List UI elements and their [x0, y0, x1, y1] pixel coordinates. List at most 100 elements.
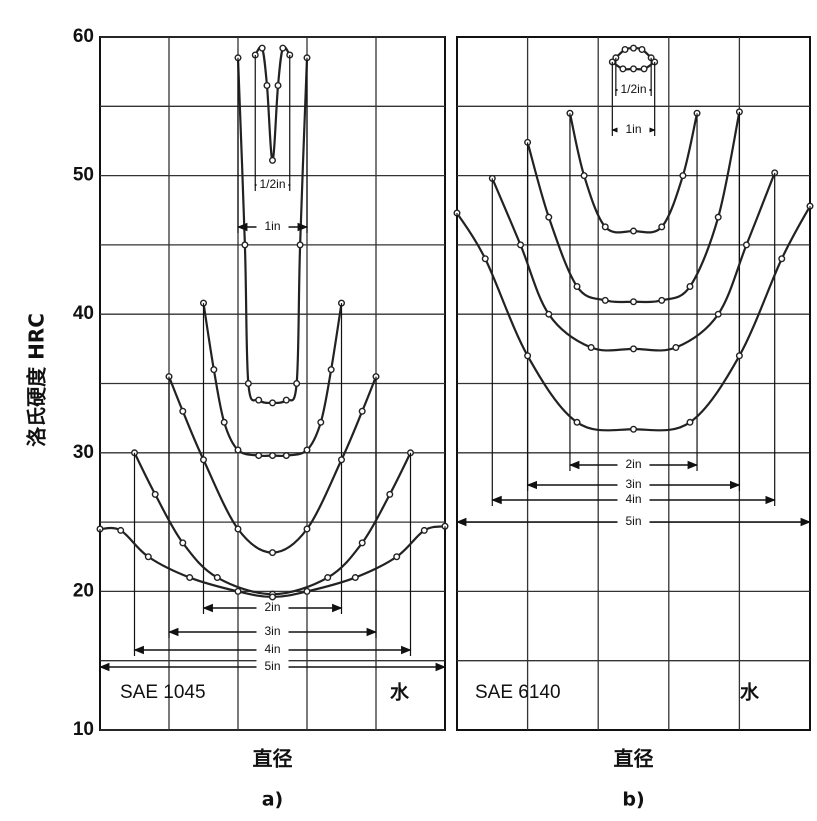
data-point: [601, 296, 609, 304]
data-point: [269, 156, 277, 164]
data-point: [296, 241, 304, 249]
data-point: [279, 44, 287, 52]
data-point: [258, 44, 266, 52]
data-point: [545, 213, 553, 221]
data-point: [244, 380, 252, 388]
data-point: [351, 574, 359, 582]
data-point: [545, 310, 553, 318]
data-point: [630, 227, 638, 235]
data-point: [742, 241, 750, 249]
curve: [491, 172, 776, 352]
data-point: [293, 380, 301, 388]
data-point: [621, 45, 629, 53]
data-point: [619, 65, 627, 73]
dimension-label: 1in: [625, 122, 641, 136]
data-point: [144, 553, 152, 561]
data-point: [255, 452, 263, 460]
data-point: [778, 255, 786, 263]
data-point: [686, 418, 694, 426]
x-axis-label: 直径: [253, 747, 293, 771]
label-bg: [617, 123, 650, 137]
data-point: [714, 310, 722, 318]
data-point: [686, 282, 694, 290]
data-point: [327, 366, 335, 374]
data-point: [179, 539, 187, 547]
curve: [254, 45, 291, 162]
label-bg: [256, 625, 289, 639]
y-tick-label: 50: [73, 165, 94, 186]
data-point: [393, 553, 401, 561]
data-point: [658, 223, 666, 231]
data-point: [282, 396, 290, 404]
label-bg: [617, 515, 650, 529]
steel-grade: SAE 1045: [120, 682, 206, 703]
data-point: [186, 574, 194, 582]
data-point: [358, 407, 366, 415]
data-point: [672, 343, 680, 351]
dimension-label: 5in: [264, 659, 280, 673]
data-point: [630, 345, 638, 353]
label-bg: [256, 660, 289, 674]
label-bg: [256, 643, 289, 657]
data-point: [714, 213, 722, 221]
label-bg: [256, 601, 289, 615]
data-point: [324, 574, 332, 582]
y-tick-label: 10: [73, 719, 94, 740]
data-point: [220, 418, 228, 426]
label-bg: [617, 478, 650, 492]
data-point: [640, 65, 648, 73]
label-bg: [617, 83, 650, 97]
data-point: [179, 407, 187, 415]
data-point: [658, 296, 666, 304]
data-point: [630, 425, 638, 433]
panel-label: b): [622, 789, 644, 811]
data-point: [580, 172, 588, 180]
data-point: [263, 82, 271, 90]
data-point: [274, 82, 282, 90]
data-point: [117, 526, 125, 534]
data-point: [524, 352, 532, 360]
data-point: [317, 418, 325, 426]
data-point: [338, 456, 346, 464]
data-point: [573, 282, 581, 290]
curve: [526, 111, 741, 304]
y-tick-label: 60: [73, 26, 94, 47]
dimension-label: 1/2in: [620, 82, 646, 96]
data-point: [269, 593, 277, 601]
dimension-label: 2in: [625, 457, 641, 471]
data-point: [213, 574, 221, 582]
dimension-label: 1in: [264, 219, 280, 233]
dimension-label: 3in: [625, 477, 641, 491]
data-point: [303, 525, 311, 533]
data-point: [255, 396, 263, 404]
data-point: [420, 526, 428, 534]
data-point: [481, 255, 489, 263]
data-point: [269, 399, 277, 407]
label-bg: [617, 458, 650, 472]
x-axis-label: 直径: [614, 747, 654, 771]
data-point: [630, 298, 638, 306]
data-point: [587, 343, 595, 351]
data-point: [199, 456, 207, 464]
data-point: [269, 452, 277, 460]
dimension-label: 4in: [264, 642, 280, 656]
y-axis-label: 洛氏硬度 HRC: [25, 313, 49, 447]
data-point: [241, 241, 249, 249]
dimension-label: 4in: [625, 492, 641, 506]
data-point: [234, 525, 242, 533]
data-point: [601, 223, 609, 231]
data-point: [234, 587, 242, 595]
data-point: [282, 452, 290, 460]
curve: [99, 525, 446, 599]
y-tick-label: 30: [73, 442, 94, 463]
data-point: [638, 45, 646, 53]
data-point: [303, 587, 311, 595]
y-tick-label: 40: [73, 303, 94, 324]
data-point: [386, 490, 394, 498]
quench-medium: 水: [740, 682, 760, 704]
data-point: [679, 172, 687, 180]
y-tick-label: 20: [73, 580, 94, 601]
data-point: [630, 65, 638, 73]
curve: [202, 302, 343, 458]
steel-grade: SAE 6140: [475, 682, 561, 703]
